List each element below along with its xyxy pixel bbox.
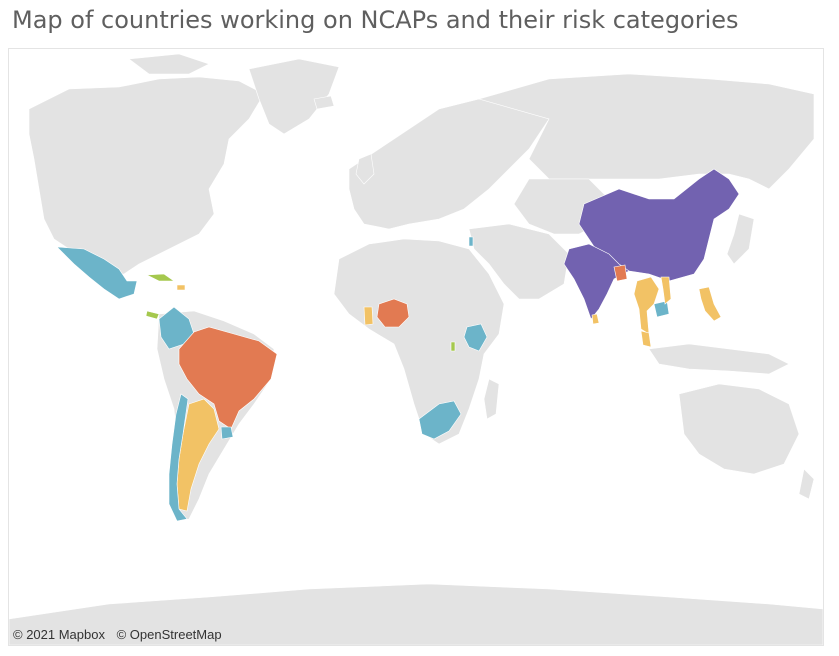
country-chile[interactable] [168, 393, 189, 522]
land-europe [348, 93, 550, 230]
map-title: Map of countries working on NCAPs and th… [12, 6, 739, 34]
land-antarctica [9, 583, 823, 645]
land-arctic-islands [128, 53, 210, 75]
map-attribution: © 2021 Mapbox © OpenStreetMap [13, 627, 230, 642]
country-cuba[interactable] [145, 273, 175, 282]
country-panama[interactable] [145, 310, 160, 320]
land-africa [333, 238, 505, 445]
country-south-africa[interactable] [418, 400, 462, 440]
country-cambodia[interactable] [653, 300, 670, 318]
country-nigeria[interactable] [376, 298, 410, 328]
country-uruguay[interactable] [220, 426, 234, 440]
land-middle-east [468, 223, 570, 300]
country-israel[interactable] [468, 236, 474, 247]
country-ghana[interactable] [363, 306, 374, 326]
land-japan [726, 213, 755, 265]
country-dominican-republic[interactable] [176, 284, 186, 291]
land-australia [678, 383, 800, 475]
land-madagascar [483, 378, 500, 420]
mapbox-attribution-link[interactable]: © 2021 Mapbox [13, 627, 105, 642]
country-vietnam-strip [660, 276, 672, 305]
country-thailand[interactable] [633, 276, 660, 335]
country-philippines[interactable] [698, 286, 722, 322]
land-north-america [28, 76, 265, 275]
world-map[interactable] [9, 49, 823, 645]
country-india[interactable] [563, 243, 630, 320]
land-new-zealand [798, 468, 815, 500]
country-bangladesh[interactable] [613, 264, 628, 282]
land-indonesia [648, 343, 790, 375]
highlighted-countries [56, 168, 740, 522]
land-iceland [313, 95, 335, 110]
country-malaysia[interactable] [640, 330, 652, 348]
country-malawi[interactable] [450, 341, 456, 352]
land-greenland [248, 58, 340, 135]
land-uk [355, 153, 375, 185]
country-mexico[interactable] [56, 246, 138, 300]
country-brazil[interactable] [178, 326, 278, 430]
base-land [9, 53, 823, 645]
country-sri-lanka[interactable] [591, 313, 600, 325]
map-canvas[interactable]: © 2021 Mapbox © OpenStreetMap [8, 48, 824, 646]
osm-attribution-link[interactable]: © OpenStreetMap [116, 627, 222, 642]
country-kenya[interactable] [463, 323, 488, 352]
